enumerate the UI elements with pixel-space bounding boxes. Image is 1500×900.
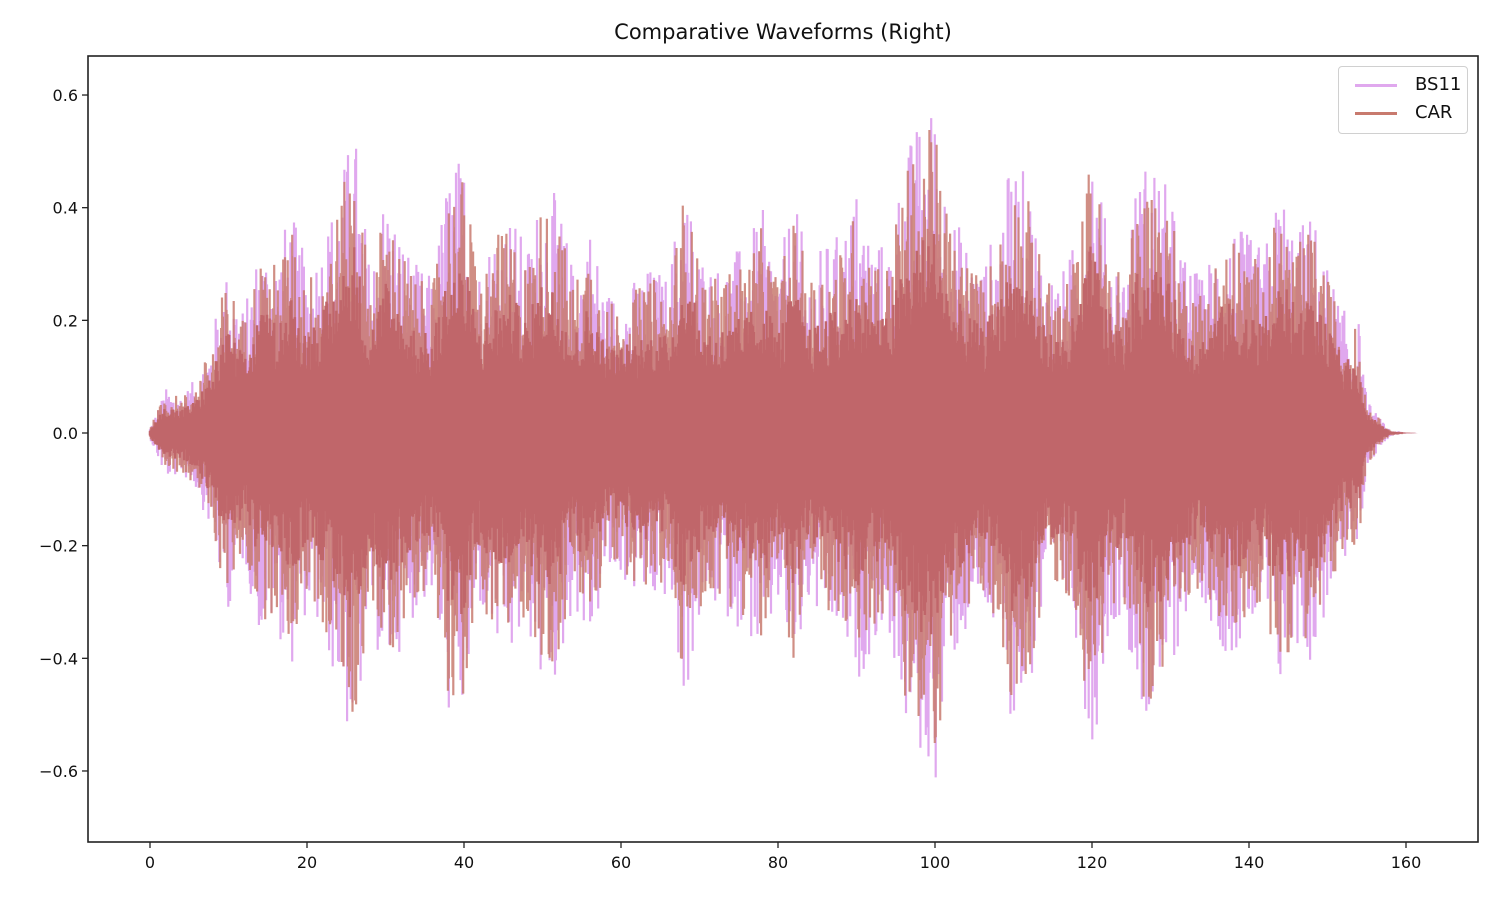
x-tick-label: 80: [768, 853, 788, 872]
y-tick-label: 0.6: [53, 86, 78, 105]
waveform-series: [148, 118, 1418, 778]
axes-frame: [87, 55, 1479, 843]
legend-label-car: CAR: [1415, 102, 1453, 123]
x-tick-label: 140: [1234, 853, 1265, 872]
y-tick-label: 0.2: [53, 311, 78, 330]
y-tick-label: 0.4: [53, 199, 78, 218]
x-tick-label: 60: [611, 853, 631, 872]
x-tick-label: 40: [454, 853, 474, 872]
y-tick-label: −0.4: [39, 649, 78, 668]
legend-label-bs11: BS11: [1415, 74, 1462, 95]
legend-swatch-bs11: [1355, 84, 1397, 87]
x-axis: 0 20 40 60 80 100 120 140 160: [145, 842, 1421, 872]
x-tick-label: 120: [1077, 853, 1108, 872]
legend-item-bs11: BS11: [1347, 73, 1465, 97]
y-tick-label: −0.2: [39, 537, 78, 556]
x-tick-label: 0: [145, 853, 155, 872]
y-axis: 0.6 0.4 0.2 0.0 −0.2 −0.4 −0.6: [39, 86, 88, 781]
legend-item-car: CAR: [1347, 101, 1465, 125]
y-tick-label: −0.6: [39, 762, 78, 781]
legend-swatch-car: [1355, 112, 1397, 115]
x-tick-label: 160: [1391, 853, 1422, 872]
chart-title: Comparative Waveforms (Right): [614, 20, 952, 44]
x-tick-label: 100: [920, 853, 951, 872]
x-tick-label: 20: [297, 853, 317, 872]
legend: BS11 CAR: [1338, 66, 1468, 134]
y-tick-label: 0.0: [53, 424, 78, 443]
